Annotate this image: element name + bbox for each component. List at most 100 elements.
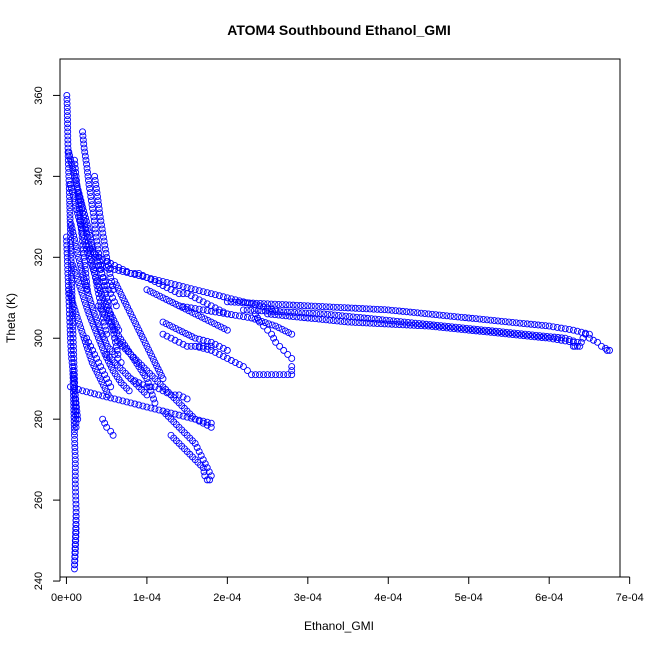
data-point — [315, 302, 323, 310]
data-point — [545, 322, 553, 330]
data-point — [207, 318, 215, 326]
data-point — [231, 298, 239, 306]
data-point — [71, 476, 79, 484]
data-point — [71, 557, 79, 565]
x-axis: 0e+00 1e-04 2e-04 3e-04 4e-04 5e-04 6e-04 7e-04 — [51, 576, 644, 604]
data-point — [94, 334, 102, 342]
data-point — [300, 314, 308, 322]
data-point — [92, 229, 100, 237]
flight-track — [103, 350, 151, 399]
data-point — [93, 282, 101, 290]
flight-track — [62, 233, 82, 423]
data-point — [199, 344, 207, 352]
data-point — [461, 314, 469, 322]
data-point — [79, 132, 87, 140]
data-point — [93, 241, 101, 249]
data-point — [167, 334, 175, 342]
data-point — [521, 330, 529, 338]
data-point — [63, 241, 71, 249]
data-point — [414, 322, 421, 329]
data-point — [111, 395, 119, 403]
data-point — [99, 310, 107, 318]
data-point — [79, 136, 87, 144]
data-point — [84, 168, 91, 176]
data-point — [63, 112, 71, 120]
data-point — [85, 348, 93, 356]
data-point — [87, 342, 95, 350]
data-point — [64, 128, 72, 136]
data-point — [76, 197, 84, 205]
data-point — [79, 128, 86, 136]
data-point — [425, 322, 432, 330]
data-point — [207, 290, 215, 298]
data-point — [114, 350, 122, 358]
data-point — [215, 350, 223, 358]
data-point — [88, 302, 96, 310]
data-point — [99, 262, 107, 270]
data-point — [538, 334, 546, 341]
data-point — [531, 321, 539, 329]
data-point — [95, 253, 103, 261]
data-point — [179, 393, 187, 401]
data-point — [92, 327, 100, 335]
data-point — [474, 325, 481, 333]
data-point — [70, 421, 78, 429]
data-point — [65, 176, 73, 184]
data-point — [71, 472, 79, 480]
data-point — [481, 326, 489, 334]
data-point — [195, 448, 203, 455]
data-point — [293, 301, 301, 309]
data-point — [171, 281, 179, 289]
data-point — [74, 317, 82, 325]
data-point — [454, 325, 462, 333]
data-point — [85, 181, 93, 188]
data-point — [119, 397, 127, 405]
data-point — [238, 299, 246, 306]
data-point — [318, 316, 326, 323]
data-point — [175, 338, 183, 346]
data-point — [490, 329, 498, 337]
data-point — [344, 318, 352, 326]
data-point — [211, 348, 219, 356]
data-point — [98, 225, 106, 233]
data-point — [147, 387, 155, 395]
data-point — [443, 312, 451, 320]
data-point — [138, 333, 146, 341]
data-point — [219, 344, 227, 352]
data-point — [91, 274, 99, 281]
data-point — [479, 328, 487, 336]
data-point — [109, 431, 117, 439]
data-point — [217, 323, 225, 331]
data-point — [414, 309, 421, 317]
data-point — [465, 326, 473, 334]
data-point — [93, 330, 101, 338]
data-point — [165, 321, 173, 329]
flight-track — [585, 334, 613, 354]
data-point — [71, 235, 78, 243]
data-point — [457, 325, 465, 333]
flight-track — [83, 334, 115, 391]
data-point — [191, 310, 199, 318]
data-point — [191, 342, 199, 350]
data-point — [187, 342, 195, 350]
data-point — [425, 310, 432, 318]
data-point — [585, 330, 593, 338]
data-point — [69, 367, 77, 375]
data-point — [355, 319, 363, 327]
data-point — [276, 342, 284, 350]
data-point — [465, 314, 473, 322]
data-point — [436, 323, 443, 331]
data-point — [561, 337, 569, 345]
data-point — [461, 326, 469, 334]
data-point — [220, 325, 228, 332]
data-point — [71, 468, 79, 476]
data-point — [203, 345, 211, 353]
data-point — [549, 335, 557, 343]
data-point — [70, 424, 78, 432]
data-point — [148, 352, 156, 360]
data-point — [81, 265, 89, 273]
data-point — [432, 311, 440, 319]
flight-track — [569, 330, 589, 350]
data-point — [127, 270, 135, 277]
data-point — [163, 284, 171, 292]
